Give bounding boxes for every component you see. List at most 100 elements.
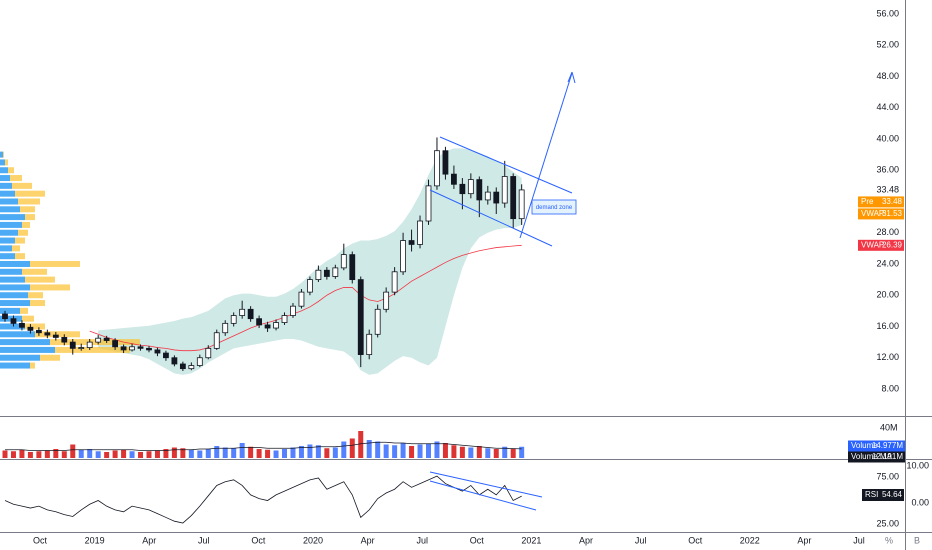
- x-tick-label: 2021: [521, 535, 541, 545]
- candle-body: [366, 333, 373, 356]
- volume-bar: [2, 450, 8, 458]
- price-label-value: 31.53: [882, 209, 903, 218]
- profile-up: [0, 198, 18, 205]
- profile-up: [0, 354, 40, 361]
- volume-bar: [78, 449, 84, 458]
- channel-line: [429, 189, 553, 247]
- volume-bar: [256, 448, 262, 458]
- price-label-value: 33.48: [882, 197, 903, 206]
- y-tick-label: 8.00: [881, 383, 899, 393]
- candle-body: [315, 269, 322, 281]
- profile-up: [0, 323, 25, 330]
- volume-legend-name: Volume MA: [851, 452, 893, 461]
- rsi-label-name: RSI: [865, 490, 878, 499]
- candle-body: [179, 363, 186, 370]
- channel-line: [439, 136, 573, 194]
- volume-bar: [502, 446, 508, 458]
- profile-up: [0, 300, 30, 307]
- profile-up: [0, 175, 10, 182]
- profile-up: [0, 292, 28, 299]
- rsi-label-value: 54.64: [882, 490, 903, 499]
- volume-bar: [248, 446, 254, 458]
- candle-body: [61, 337, 68, 343]
- candle-body: [408, 240, 415, 245]
- volume-bar: [205, 448, 211, 458]
- profile-up: [0, 214, 25, 221]
- volume-bar: [493, 448, 499, 458]
- profile-down: [20, 307, 28, 314]
- candle-body: [417, 220, 423, 245]
- candle-body: [163, 352, 169, 359]
- volume-bar: [95, 451, 101, 458]
- y-tick-label: 12.00: [876, 352, 899, 362]
- volume-bar: [332, 447, 338, 458]
- volume-bar: [146, 451, 152, 458]
- volume-bar: [61, 451, 67, 458]
- volume-bar: [265, 449, 271, 458]
- volume-bar: [10, 451, 16, 458]
- candle-body: [298, 291, 305, 307]
- volume-bar: [180, 448, 186, 458]
- scale-button[interactable]: B: [914, 535, 920, 545]
- volume-bar: [197, 450, 203, 458]
- rsi-tick-label: 75.00: [876, 471, 899, 481]
- profile-up: [0, 346, 55, 353]
- profile-down: [25, 214, 35, 221]
- profile-up: [0, 284, 30, 291]
- candle-body: [442, 150, 449, 175]
- profile-down: [3, 151, 4, 158]
- volume-bar: [138, 451, 144, 458]
- candle-body: [171, 357, 178, 365]
- volume-bar: [163, 448, 169, 458]
- candle-body: [188, 365, 195, 370]
- profile-down: [12, 182, 32, 189]
- x-tick-label: Apr: [142, 535, 156, 545]
- arrow: [519, 72, 573, 239]
- profile-up: [0, 182, 12, 189]
- profile-up: [0, 190, 15, 197]
- volume-bar: [282, 448, 288, 458]
- volume-bar: [298, 445, 304, 458]
- profile-down: [20, 206, 35, 213]
- price-label-name: Pre: [861, 197, 874, 206]
- volume-bar: [70, 444, 76, 458]
- candle-body: [112, 340, 119, 348]
- profile-down: [22, 315, 34, 322]
- profile-up: [0, 151, 3, 158]
- candle-body: [425, 185, 432, 222]
- candle-body: [518, 189, 525, 220]
- y-tick-label: 36.00: [876, 165, 899, 175]
- candle-body: [86, 341, 93, 348]
- y-tick-label: 28.00: [876, 227, 899, 237]
- rsi-y2-tick-label: 10.00: [906, 460, 929, 470]
- y-tick-label: 40.00: [876, 133, 899, 143]
- volume-bar: [349, 438, 355, 458]
- candle-body: [281, 315, 288, 323]
- candle-body: [374, 308, 381, 335]
- profile-up: [0, 331, 35, 338]
- candle-body: [383, 291, 390, 310]
- volume-bar: [154, 450, 160, 458]
- price-label-box: [858, 196, 904, 208]
- profile-up: [0, 245, 12, 252]
- x-tick-label: Oct: [251, 535, 266, 545]
- plot: 56.00 52.00 48.00 44.00 40.00 36.00 33.48 28.00…: [0, 8, 929, 545]
- volume-bar: [307, 444, 313, 458]
- x-tick-label: Apr: [579, 535, 593, 545]
- profile-down: [35, 331, 80, 338]
- x-tick-label: Jul: [198, 535, 210, 545]
- profile-down: [18, 229, 28, 236]
- candle-body: [35, 329, 42, 334]
- volume-bar: [519, 446, 525, 458]
- candle-body: [95, 337, 102, 343]
- volume-bar: [104, 451, 110, 458]
- scale-button[interactable]: %: [885, 535, 893, 545]
- price-label-name: VWAP: [861, 240, 884, 249]
- candle-body: [484, 191, 491, 201]
- volume-bar: [417, 444, 423, 458]
- volume-bar: [392, 445, 398, 458]
- candle-body: [103, 337, 110, 341]
- volume-legend-name: Volume: [851, 441, 878, 450]
- candle-body: [2, 313, 8, 320]
- rsi-line: [4, 475, 522, 524]
